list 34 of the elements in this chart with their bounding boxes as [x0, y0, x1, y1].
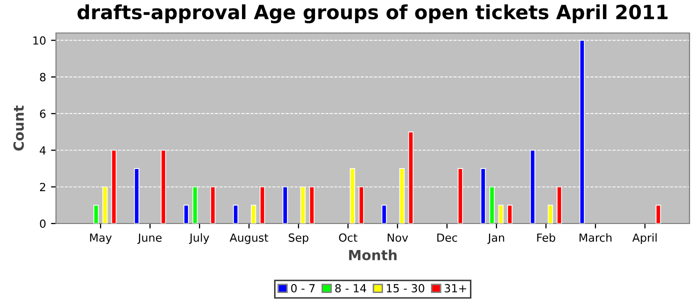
- x-tick-label: June: [137, 234, 162, 244]
- legend-label: 8 - 14: [335, 284, 366, 292]
- bar: [250, 204, 256, 224]
- chart-title: drafts-approval Age groups of open tickets April 2011: [78, 4, 668, 24]
- bar: [498, 204, 504, 224]
- bar: [507, 204, 512, 224]
- y-tick-label: 8: [40, 72, 46, 82]
- legend-label: 0 - 7: [291, 284, 315, 292]
- x-tick-label: Feb: [537, 233, 556, 242]
- x-tick-label: May: [90, 234, 112, 244]
- y-tick-label: 2: [40, 182, 46, 192]
- y-tick-label: 6: [40, 110, 46, 118]
- x-tick-label: Nov: [388, 234, 408, 242]
- y-tick-label: 4: [40, 146, 46, 154]
- x-tick-label: Jan: [487, 234, 504, 244]
- bar: [184, 204, 189, 224]
- x-tick-label: Dec: [437, 234, 458, 242]
- y-tick-label: 10: [33, 36, 46, 45]
- x-tick-label: April: [632, 233, 657, 244]
- bar: [381, 204, 387, 224]
- x-tick-label: Sep: [288, 233, 308, 244]
- y-tick-label: 0: [40, 219, 46, 228]
- bar: [656, 204, 661, 224]
- bar: [548, 204, 554, 224]
- x-tick-label: March: [580, 233, 612, 242]
- legend-label: 15 - 30: [386, 284, 424, 292]
- x-axis-title: Month: [349, 250, 397, 260]
- x-tick-label: Oct: [339, 233, 358, 242]
- x-tick-label: July: [188, 233, 210, 244]
- y-axis-title: Count: [13, 105, 24, 151]
- legend-label: 31+: [444, 284, 466, 292]
- bar: [233, 204, 238, 224]
- x-tick-label: August: [230, 234, 268, 244]
- bar: [93, 204, 99, 224]
